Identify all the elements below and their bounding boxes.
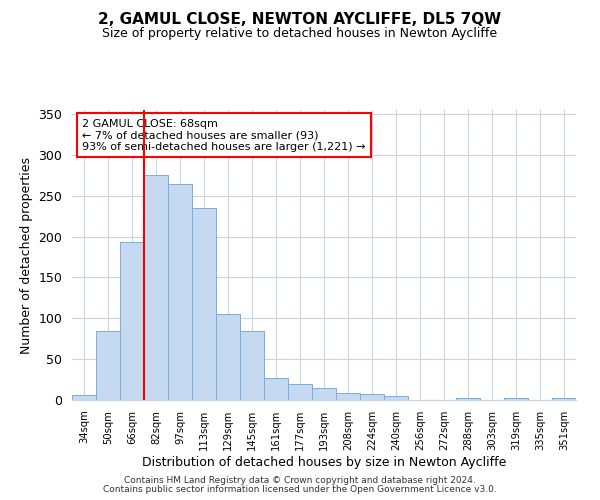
X-axis label: Distribution of detached houses by size in Newton Aycliffe: Distribution of detached houses by size … (142, 456, 506, 468)
Bar (120, 242, 144, 400)
Bar (72, 395, 96, 400)
Bar (264, 378, 288, 400)
Y-axis label: Number of detached properties: Number of detached properties (20, 156, 33, 354)
Bar (360, 394, 384, 400)
Bar (456, 398, 480, 400)
Bar (504, 398, 528, 400)
Bar (384, 396, 408, 400)
Bar (288, 384, 312, 400)
Text: Size of property relative to detached houses in Newton Aycliffe: Size of property relative to detached ho… (103, 28, 497, 40)
Bar (96, 332, 120, 400)
Bar (552, 398, 576, 400)
Bar (192, 208, 216, 400)
Text: 2 GAMUL CLOSE: 68sqm
← 7% of detached houses are smaller (93)
93% of semi-detach: 2 GAMUL CLOSE: 68sqm ← 7% of detached ho… (82, 118, 365, 152)
Bar (312, 388, 336, 400)
Bar (144, 176, 168, 400)
Bar (168, 184, 192, 400)
Bar (336, 394, 360, 400)
Text: 2, GAMUL CLOSE, NEWTON AYCLIFFE, DL5 7QW: 2, GAMUL CLOSE, NEWTON AYCLIFFE, DL5 7QW (98, 12, 502, 28)
Bar (240, 332, 264, 400)
Bar (216, 314, 240, 400)
Text: Contains public sector information licensed under the Open Government Licence v3: Contains public sector information licen… (103, 485, 497, 494)
Text: Contains HM Land Registry data © Crown copyright and database right 2024.: Contains HM Land Registry data © Crown c… (124, 476, 476, 485)
